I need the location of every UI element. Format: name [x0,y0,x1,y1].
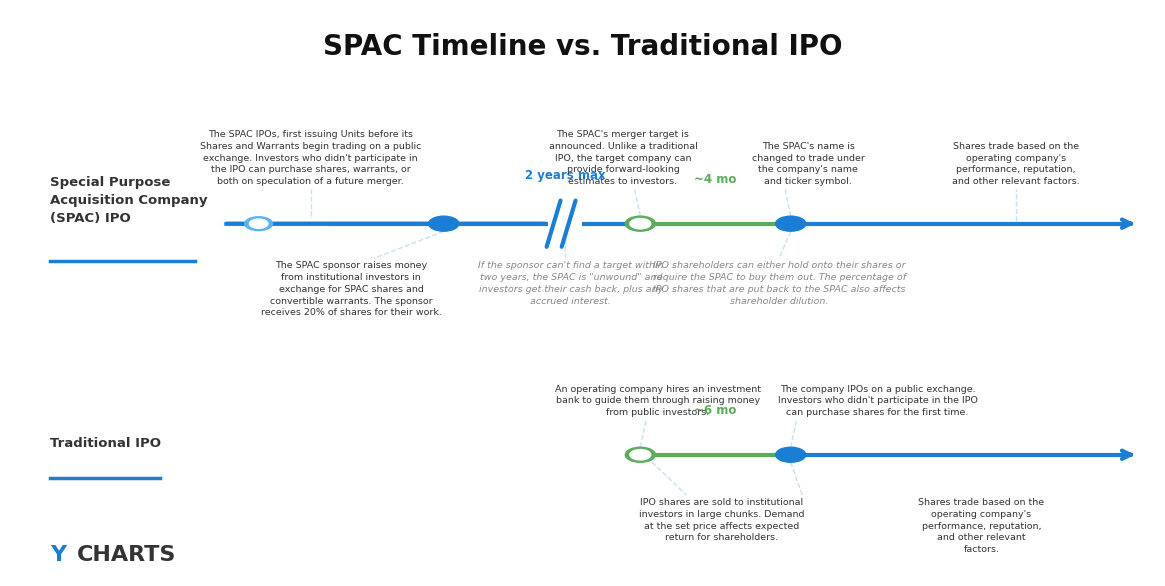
Circle shape [630,449,651,460]
Circle shape [429,216,459,231]
Text: The SPAC sponsor raises money
from institutional investors in
exchange for SPAC : The SPAC sponsor raises money from insti… [261,261,442,318]
Text: The SPAC's name is
changed to trade under
the company's name
and ticker symbol.: The SPAC's name is changed to trade unde… [751,142,864,186]
Text: Shares trade based on the
operating company's
performance, reputation,
and other: Shares trade based on the operating comp… [953,142,1080,186]
Text: The company IPOs on a public exchange.
Investors who didn't participate in the I: The company IPOs on a public exchange. I… [777,384,977,417]
Circle shape [776,216,806,231]
Circle shape [626,447,656,462]
Circle shape [626,216,656,231]
Text: ~6 mo: ~6 mo [694,404,736,417]
Text: CHARTS: CHARTS [77,544,176,564]
Text: 2 years max: 2 years max [525,169,606,182]
Text: ~4 mo: ~4 mo [694,173,736,186]
Circle shape [630,219,651,229]
Circle shape [249,219,268,229]
Text: An operating company hires an investment
bank to guide them through raising mone: An operating company hires an investment… [555,384,761,417]
Text: Special Purpose
Acquisition Company
(SPAC) IPO: Special Purpose Acquisition Company (SPA… [50,176,207,225]
Circle shape [776,447,806,462]
Text: SPAC Timeline vs. Traditional IPO: SPAC Timeline vs. Traditional IPO [323,33,842,61]
Text: Traditional IPO: Traditional IPO [50,437,162,449]
Text: IPO shareholders can either hold onto their shares or
require the SPAC to buy th: IPO shareholders can either hold onto th… [652,261,905,306]
Circle shape [245,217,273,231]
Text: The SPAC IPOs, first issuing Units before its
Shares and Warrants begin trading : The SPAC IPOs, first issuing Units befor… [200,130,422,186]
Text: Y: Y [50,544,66,564]
Text: IPO shares are sold to institutional
investors in large chunks. Demand
at the se: IPO shares are sold to institutional inv… [638,498,804,543]
Text: If the sponsor can't find a target within
two years, the SPAC is "unwound" and
i: If the sponsor can't find a target withi… [478,261,664,306]
Text: The SPAC's merger target is
announced. Unlike a traditional
IPO, the target comp: The SPAC's merger target is announced. U… [549,130,698,186]
Text: Shares trade based on the
operating company's
performance, reputation,
and other: Shares trade based on the operating comp… [918,498,1045,554]
